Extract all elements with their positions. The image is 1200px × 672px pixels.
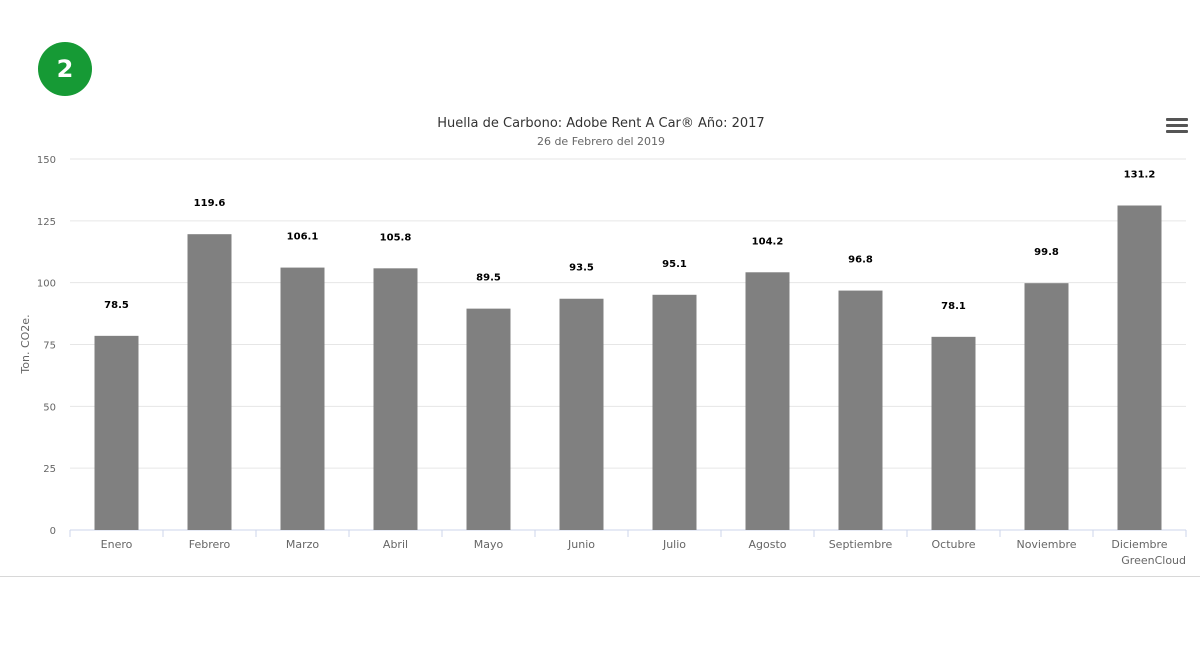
x-tick-label: Diciembre (1111, 538, 1167, 551)
data-label: 99.8 (1034, 247, 1059, 258)
bar-julio[interactable] (652, 294, 697, 530)
x-tick-label: Mayo (474, 538, 504, 551)
x-tick-label: Marzo (286, 538, 320, 551)
data-label: 104.2 (752, 236, 784, 247)
bar-enero[interactable] (94, 335, 139, 530)
data-label: 89.5 (476, 273, 501, 284)
x-tick-label: Enero (101, 538, 133, 551)
data-label: 78.5 (104, 300, 129, 311)
section-divider (0, 576, 1200, 577)
x-tick-label: Abril (383, 538, 408, 551)
bar-mayo[interactable] (466, 308, 511, 530)
x-tick-label: Febrero (189, 538, 231, 551)
bar-junio[interactable] (559, 298, 604, 530)
bar-abril[interactable] (373, 268, 418, 530)
x-tick-label: Noviembre (1016, 538, 1076, 551)
data-label: 105.8 (380, 232, 412, 243)
bar-octubre[interactable] (931, 336, 976, 530)
data-label: 131.2 (1124, 169, 1156, 180)
bar-noviembre[interactable] (1024, 283, 1069, 530)
x-tick-label: Julio (662, 538, 686, 551)
y-tick-label: 125 (37, 217, 56, 228)
chart-credits[interactable]: GreenCloud (1121, 554, 1186, 567)
y-tick-label: 150 (37, 155, 56, 166)
bar-diciembre[interactable] (1117, 205, 1162, 531)
data-label: 106.1 (287, 232, 319, 243)
y-axis-title: Ton. CO2e. (19, 314, 32, 374)
chart-subtitle: 26 de Febrero del 2019 (537, 135, 665, 148)
bar-marzo[interactable] (280, 267, 325, 530)
bar-septiembre[interactable] (838, 290, 883, 530)
y-tick-label: 100 (37, 279, 56, 290)
bar-agosto[interactable] (745, 272, 790, 530)
y-tick-label: 25 (43, 464, 56, 475)
y-tick-label: 50 (43, 402, 56, 413)
y-tick-label: 0 (50, 526, 56, 537)
bar-febrero[interactable] (187, 234, 232, 530)
x-tick-label: Junio (567, 538, 595, 551)
data-label: 95.1 (662, 259, 687, 270)
data-label: 96.8 (848, 255, 873, 266)
data-label: 93.5 (569, 263, 594, 274)
hamburger-menu-icon[interactable] (1166, 118, 1188, 138)
x-tick-label: Septiembre (829, 538, 893, 551)
x-tick-label: Agosto (748, 538, 786, 551)
data-label: 119.6 (194, 198, 226, 209)
chart-title: Huella de Carbono: Adobe Rent A Car® Año… (437, 116, 764, 131)
y-tick-label: 75 (43, 341, 56, 352)
step-number-badge: 2 (38, 42, 92, 96)
data-label: 78.1 (941, 301, 966, 312)
x-tick-label: Octubre (931, 538, 975, 551)
